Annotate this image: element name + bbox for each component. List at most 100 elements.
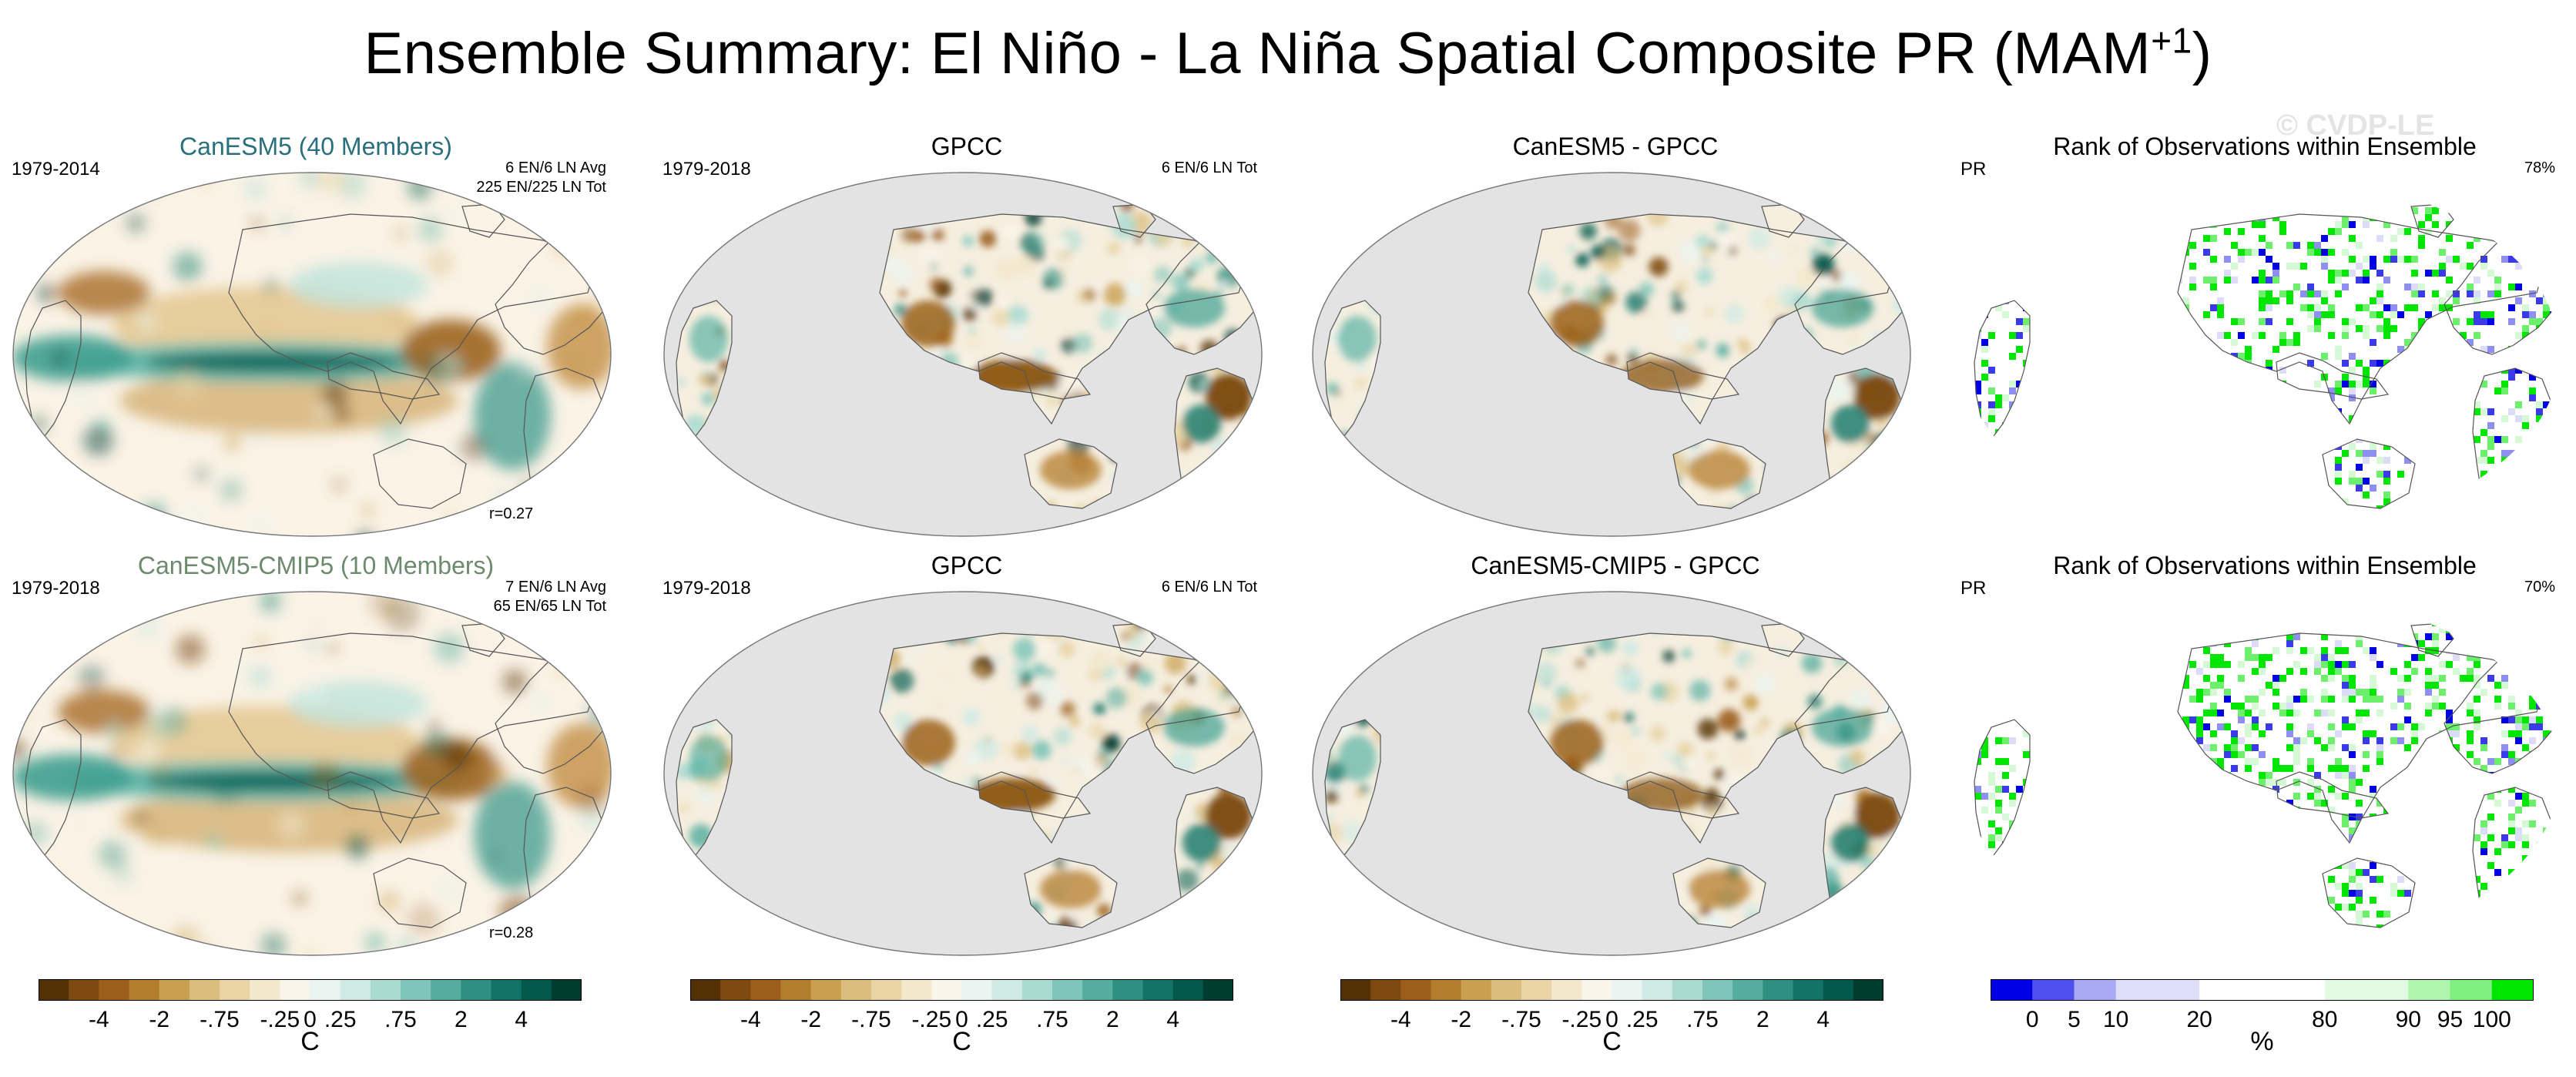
- colorbar-swatch: [1642, 979, 1673, 1001]
- watermark: © CVDP-LE: [2276, 109, 2435, 142]
- colorbar-tick-label: 0: [2025, 1007, 2039, 1032]
- map-field: [663, 172, 1263, 537]
- pattern-correlation: r=0.27: [489, 505, 534, 522]
- panel-right-annotation: 6 EN/6 LN Tot: [1162, 159, 1257, 178]
- annotation-line: 6 EN/6 LN Tot: [1161, 579, 1257, 596]
- map-panel: CanESM5 - GPCC: [1311, 133, 1920, 537]
- colorbar-swatch: [340, 979, 371, 1001]
- colorbar-tick-label: 80: [2312, 1007, 2338, 1032]
- colorbar-swatch: [1823, 979, 1854, 1001]
- colorbar-swatch: [780, 979, 812, 1001]
- colorbar-tick-label: .25: [324, 1007, 357, 1032]
- map-field: [1312, 172, 1911, 537]
- colorbar-swatch: [1491, 979, 1522, 1001]
- colorbar-tick-label: .25: [1625, 1007, 1659, 1032]
- panel-title: CanESM5-CMIP5 (10 Members): [137, 552, 495, 579]
- colorbar-swatch: [2491, 979, 2534, 1001]
- panel-right-annotation: 70%: [2524, 578, 2555, 597]
- colorbar-swatch: [521, 979, 552, 1001]
- panel-title: GPCC: [931, 133, 1003, 160]
- colorbar-swatch: [69, 979, 99, 1001]
- colorbar-tick-label: .25: [975, 1007, 1008, 1032]
- figure-title: Ensemble Summary: El Niño - La Niña Spat…: [364, 20, 2212, 86]
- panel-title: Rank of Observations within Ensemble: [2053, 133, 2477, 160]
- colorbar-tick-label: -.25: [911, 1007, 952, 1032]
- colorbar-tick-label: 100: [2472, 1007, 2511, 1032]
- map-panel: CanESM5-CMIP5 (10 Members) 1979-2018 7 EN/…: [12, 552, 620, 956]
- annotation-line: 225 EN/225 LN Tot: [476, 179, 606, 196]
- colorbar-swatch: [2074, 979, 2117, 1001]
- colorbar-swatch: [1202, 979, 1233, 1001]
- colorbar-swatch: [491, 979, 522, 1001]
- annotation-line: 7 EN/6 LN Avg: [505, 579, 606, 596]
- colorbar-swatch: [750, 979, 782, 1001]
- colorbar-swatch: [1612, 979, 1643, 1001]
- map-field: [1962, 592, 2560, 955]
- panel-title: Rank of Observations within Ensemble: [2053, 552, 2477, 579]
- colorbar-swatch: [551, 979, 582, 1001]
- colorbar-tick-label: -.75: [851, 1007, 891, 1032]
- panel-right-annotation: 7 EN/6 LN Avg 65 EN/65 LN Tot: [494, 578, 606, 616]
- colorbar-swatch: [280, 979, 311, 1001]
- colorbar-swatch: [1521, 979, 1552, 1001]
- panel-title: CanESM5 (40 Members): [179, 133, 452, 160]
- colorbar-swatch: [1172, 979, 1204, 1001]
- colorbar-swatch: [99, 979, 130, 1001]
- colorbar-tick-label: 2: [454, 1007, 468, 1032]
- panel-left-label: 1979-2018: [662, 159, 751, 180]
- colorbar-swatch: [1021, 979, 1053, 1001]
- colorbar-swatch: [370, 979, 401, 1001]
- colorbar-unit: C: [300, 1027, 320, 1056]
- colorbar-swatch: [220, 979, 250, 1001]
- colorbar-swatch: [840, 979, 872, 1001]
- precip-colorbar: -4 -2 -.75 -.25 0 .25 .75 2 4 C: [1340, 979, 1883, 1056]
- colorbar-tick-label: 90: [2395, 1007, 2421, 1032]
- colorbar-swatch: [250, 979, 280, 1001]
- colorbar-swatch: [129, 979, 160, 1001]
- colorbar-swatch: [1551, 979, 1582, 1001]
- colorbar-tick-label: 0: [1605, 1007, 1618, 1032]
- colorbar-swatch: [401, 979, 431, 1001]
- colorbar-swatch: [2032, 979, 2075, 1001]
- map-field: [663, 591, 1263, 956]
- colorbar-swatch: [39, 979, 69, 1001]
- colorbar-tick-label: 2: [1105, 1007, 1119, 1032]
- map-panel: CanESM5-CMIP5 - GPCC: [1311, 552, 1920, 956]
- colorbar-swatches: [39, 979, 582, 1001]
- colorbar-unit: %: [2250, 1027, 2274, 1056]
- colorbar-swatch: [1853, 979, 1883, 1001]
- colorbar-tick-label: 5: [2068, 1007, 2081, 1032]
- colorbar-swatch: [1732, 979, 1763, 1001]
- annotation-line: 65 EN/65 LN Tot: [493, 598, 606, 615]
- colorbar-tick-label: .75: [1686, 1007, 1719, 1032]
- map-panel: GPCC 1979-2018 6 EN/6 LN Tot: [662, 133, 1271, 537]
- map-field: [12, 591, 612, 956]
- colorbar-tick-label: 4: [515, 1007, 528, 1032]
- colorbar-swatch: [991, 979, 1023, 1001]
- colorbar-tick-label: -.25: [1561, 1007, 1602, 1032]
- colorbar-unit: C: [952, 1027, 971, 1056]
- colorbar-swatch: [2324, 979, 2367, 1001]
- annotation-line: 6 EN/6 LN Tot: [1161, 159, 1257, 176]
- panel-left-label: PR: [1961, 159, 1987, 180]
- colorbar-swatch: [431, 979, 461, 1001]
- pattern-correlation: r=0.28: [489, 924, 534, 941]
- colorbar-swatch: [1082, 979, 1113, 1001]
- annotation-line: 6 EN/6 LN Avg: [505, 159, 606, 176]
- colorbar-swatch: [1431, 979, 1462, 1001]
- panel-title: GPCC: [931, 552, 1003, 579]
- annotation-line: 70%: [2524, 579, 2555, 596]
- map-panel: Rank of Observations within Ensemble PR 70…: [1961, 552, 2569, 955]
- colorbar-tick-label: 0: [955, 1007, 968, 1032]
- colorbar-swatch: [690, 979, 721, 1001]
- colorbar-swatch: [720, 979, 751, 1001]
- panel-left-label: 1979-2014: [12, 159, 100, 180]
- colorbar-swatch: [461, 979, 492, 1001]
- map-panel: CanESM5 (40 Members) 1979-2014 6 EN/6 LN A…: [12, 133, 620, 537]
- colorbar-swatch: [961, 979, 993, 1001]
- colorbar-swatch: [871, 979, 902, 1001]
- colorbar-swatch: [1370, 979, 1401, 1001]
- colorbar-swatches: [690, 979, 1233, 1001]
- colorbar-swatch: [1340, 979, 1371, 1001]
- colorbar-tick-label: 4: [1166, 1007, 1180, 1032]
